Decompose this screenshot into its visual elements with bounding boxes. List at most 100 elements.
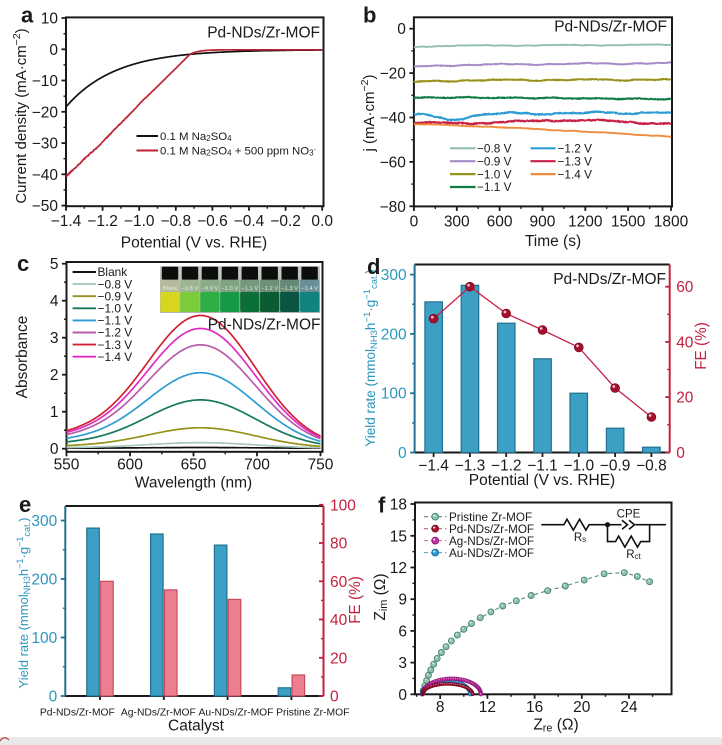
svg-text:650: 650 (181, 456, 207, 473)
svg-text:−0.8 V: −0.8 V (181, 286, 198, 292)
svg-text:18: 18 (390, 497, 407, 514)
svg-text:−1.3 V: −1.3 V (98, 338, 133, 352)
svg-text:Ag-NDs/Zr-MOF: Ag-NDs/Zr-MOF (121, 708, 196, 719)
svg-text:550: 550 (54, 456, 80, 473)
svg-text:FE (%): FE (%) (693, 322, 710, 370)
svg-text:−1.0: −1.0 (563, 458, 594, 475)
svg-text:−1.1: −1.1 (527, 458, 558, 475)
svg-text:Catalyst: Catalyst (168, 718, 225, 735)
svg-text:b: b (363, 3, 376, 28)
svg-text:−0.6: −0.6 (197, 213, 228, 230)
svg-text:Pd-NDs/Zr-MOF: Pd-NDs/Zr-MOF (40, 708, 115, 719)
svg-text:−1.3 V: −1.3 V (558, 154, 593, 168)
svg-text:1200: 1200 (568, 213, 603, 230)
svg-text:−0.9 V: −0.9 V (477, 154, 512, 168)
svg-text:−1.2: −1.2 (491, 458, 522, 475)
svg-text:40: 40 (676, 334, 694, 351)
svg-text:Pd-NDs/Zr-MOF: Pd-NDs/Zr-MOF (554, 19, 667, 36)
svg-text:d: d (367, 254, 380, 279)
svg-text:0: 0 (676, 445, 685, 462)
svg-text:CPE: CPE (617, 509, 641, 521)
svg-text:20: 20 (676, 390, 694, 407)
svg-text:0: 0 (398, 687, 407, 704)
svg-text:Ag-NDs/Zr-MOF: Ag-NDs/Zr-MOF (449, 535, 534, 548)
svg-text:24: 24 (620, 699, 638, 716)
svg-text:100: 100 (31, 630, 57, 647)
svg-text:3: 3 (398, 655, 407, 672)
svg-text:200: 200 (31, 572, 57, 589)
svg-text:600: 600 (487, 213, 513, 230)
svg-text:−0.8 V: −0.8 V (477, 142, 512, 156)
svg-text:−30: −30 (32, 136, 59, 153)
svg-text:−0.9 V: −0.9 V (98, 289, 133, 303)
svg-text:20: 20 (573, 699, 591, 716)
svg-text:0: 0 (49, 42, 58, 59)
svg-text:Pd-NDs/Zr-MOF: Pd-NDs/Zr-MOF (208, 317, 321, 334)
svg-text:j (mA·cm−2): j (mA·cm−2) (359, 75, 378, 153)
svg-text:300: 300 (444, 213, 470, 230)
svg-text:9: 9 (398, 592, 407, 609)
svg-text:40: 40 (330, 612, 348, 629)
svg-text:Zim (Ω): Zim (Ω) (372, 573, 390, 620)
svg-text:−1.0 V: −1.0 V (477, 167, 512, 181)
svg-text:−1.3 V: −1.3 V (281, 286, 298, 292)
svg-text:Pristine Zr-MOF: Pristine Zr-MOF (276, 708, 349, 719)
svg-text:100: 100 (381, 386, 407, 403)
svg-text:FE (%): FE (%) (347, 576, 364, 624)
svg-text:−1.2 V: −1.2 V (98, 326, 133, 340)
svg-text:Au-NDs/Zr-MOF: Au-NDs/Zr-MOF (199, 708, 274, 719)
svg-text:Pd-NDs/Zr-MOF: Pd-NDs/Zr-MOF (207, 25, 320, 42)
svg-text:Time (s): Time (s) (525, 233, 581, 250)
svg-text:−1.4 V: −1.4 V (98, 350, 133, 364)
svg-text:−0.8 V: −0.8 V (98, 277, 133, 291)
svg-text:750: 750 (308, 456, 334, 473)
svg-text:700: 700 (244, 456, 270, 473)
svg-text:200: 200 (381, 326, 407, 343)
svg-text:Absorbance: Absorbance (14, 316, 31, 399)
svg-text:Pristine Zr-MOF: Pristine Zr-MOF (449, 511, 532, 524)
svg-text:−1.1 V: −1.1 V (241, 286, 258, 292)
svg-text:Rct: Rct (626, 549, 641, 561)
svg-text:−0.9: −0.9 (600, 458, 631, 475)
svg-text:2: 2 (50, 367, 59, 384)
svg-text:4: 4 (50, 293, 59, 310)
svg-text:20: 20 (330, 650, 348, 667)
svg-text:900: 900 (530, 213, 556, 230)
svg-text:0: 0 (398, 445, 407, 462)
svg-text:−1.4: −1.4 (51, 213, 82, 230)
svg-text:e: e (19, 492, 31, 517)
svg-text:600: 600 (117, 456, 143, 473)
svg-text:−1.4 V: −1.4 V (558, 167, 593, 181)
svg-text:5: 5 (50, 256, 59, 273)
svg-text:−0.8: −0.8 (636, 458, 667, 475)
svg-text:Rs: Rs (574, 532, 586, 544)
svg-text:a: a (21, 3, 34, 28)
svg-text:c: c (17, 251, 29, 276)
svg-text:−1.1 V: −1.1 V (477, 180, 512, 194)
svg-text:0: 0 (397, 21, 406, 38)
svg-text:1800: 1800 (654, 213, 689, 230)
svg-text:Potential (V vs. RHE): Potential (V vs. RHE) (469, 472, 615, 489)
svg-text:15: 15 (390, 528, 407, 545)
svg-text:−1.2: −1.2 (87, 213, 118, 230)
svg-text:−1.0 V: −1.0 V (221, 286, 238, 292)
svg-text:1: 1 (50, 404, 59, 421)
svg-text:Au-NDs/Zr-MOF: Au-NDs/Zr-MOF (449, 547, 534, 560)
svg-text:1500: 1500 (611, 213, 646, 230)
svg-text:Zre (Ω): Zre (Ω) (533, 717, 578, 735)
svg-text:−60: −60 (380, 154, 407, 171)
svg-text:60: 60 (330, 574, 348, 591)
svg-text:300: 300 (31, 513, 57, 530)
svg-text:−1.0: −1.0 (124, 213, 155, 230)
svg-text:10: 10 (41, 11, 59, 28)
svg-text:Blank: Blank (163, 286, 178, 292)
svg-text:−0.8: −0.8 (160, 213, 191, 230)
svg-text:12: 12 (390, 560, 407, 577)
svg-text:0: 0 (410, 213, 419, 230)
svg-text:60: 60 (676, 279, 694, 296)
svg-text:0.1 M Na2SO4 + 500 ppm NO3-: 0.1 M Na2SO4 + 500 ppm NO3- (160, 146, 316, 158)
svg-text:−50: −50 (32, 198, 59, 215)
svg-text:300: 300 (381, 267, 407, 284)
svg-text:0: 0 (330, 689, 339, 706)
svg-text:0.0: 0.0 (311, 213, 333, 230)
